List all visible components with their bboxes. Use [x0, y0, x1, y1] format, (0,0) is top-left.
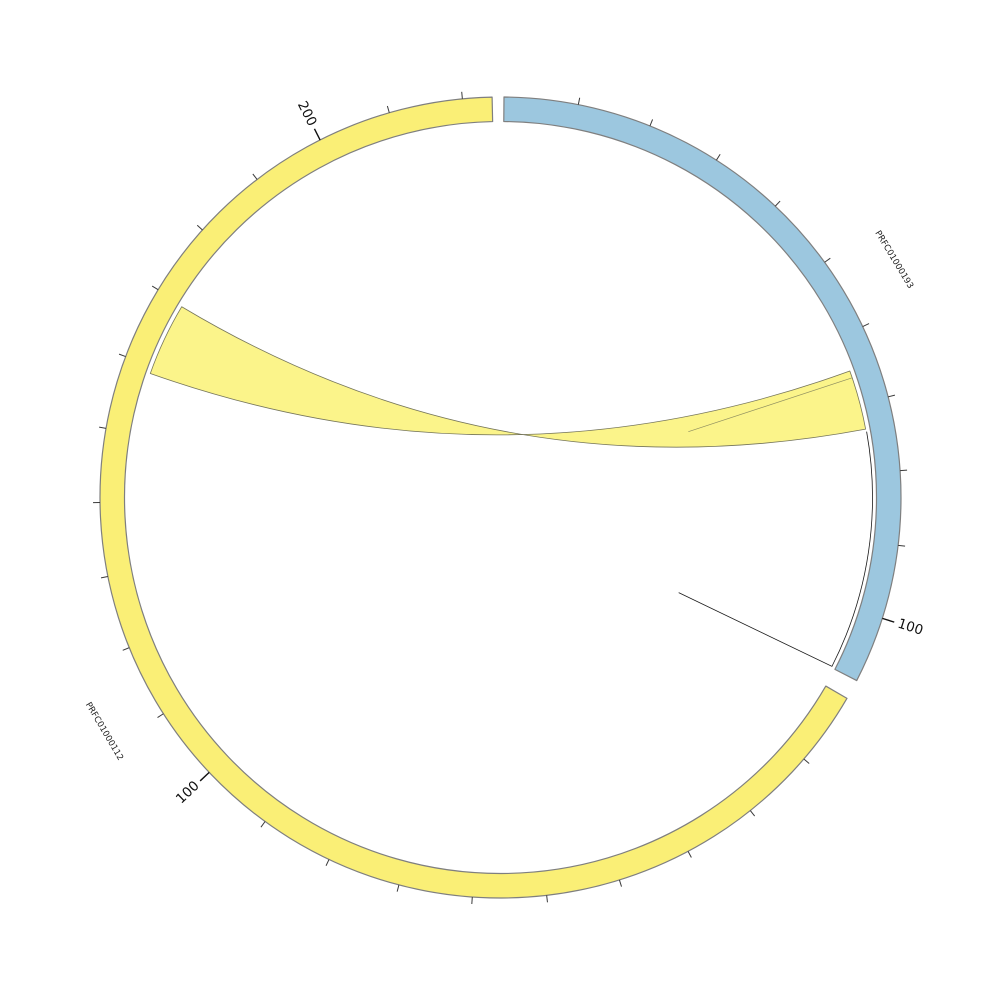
minor-tick-PRFC01000112-130: [100, 575, 108, 579]
major-tick-PRFC01000112-200: [313, 128, 321, 141]
segment-name-label-PRFC01000193: PRFC01000193: [872, 229, 915, 291]
link-ribbon-ribbon-1: [149, 306, 867, 448]
minor-tick-PRFC01000112-210: [386, 105, 390, 113]
tick-label-PRFC01000193-100: 100: [896, 616, 925, 639]
minor-tick-PRFC01000193-70: [888, 394, 896, 398]
minor-tick-PRFC01000112-150: [99, 426, 107, 429]
minor-tick-PRFC01000112-160: [118, 353, 126, 358]
minor-tick-PRFC01000112-50: [546, 895, 548, 903]
minor-tick-PRFC01000112-70: [396, 884, 400, 892]
minor-tick-PRFC01000112-170: [151, 285, 159, 291]
minor-tick-PRFC01000193-40: [774, 200, 781, 207]
major-tick-PRFC01000112-100: [199, 771, 210, 782]
thin-ribbon-inner-edge: [688, 377, 853, 433]
major-tick-PRFC01000193-100: [882, 617, 895, 623]
minor-tick-PRFC01000112-90: [260, 821, 266, 828]
tick-label-PRFC01000112-200: 200: [294, 99, 320, 129]
segment-arc-PRFC01000112: [99, 96, 848, 899]
minor-tick-PRFC01000112-10: [803, 758, 810, 764]
minor-tick-PRFC01000112-110: [157, 713, 164, 718]
thin-link-outline: [678, 431, 873, 667]
minor-tick-PRFC01000193-10: [577, 97, 581, 105]
minor-tick-PRFC01000112-80: [325, 859, 330, 866]
minor-tick-PRFC01000112-20: [749, 810, 756, 817]
minor-tick-PRFC01000193-90: [898, 544, 906, 547]
minor-tick-PRFC01000112-180: [196, 224, 203, 231]
minor-tick-PRFC01000112-120: [122, 647, 130, 651]
minor-tick-PRFC01000193-30: [715, 154, 721, 161]
minor-tick-PRFC01000193-60: [862, 323, 870, 328]
tick-label-PRFC01000112-100: 100: [173, 778, 203, 807]
minor-tick-PRFC01000193-20: [649, 119, 654, 127]
minor-tick-PRFC01000112-40: [618, 879, 622, 887]
minor-tick-PRFC01000112-190: [252, 173, 258, 180]
minor-tick-PRFC01000112-30: [687, 851, 692, 858]
segment-name-label-PRFC01000112: PRFC01000112: [83, 701, 125, 763]
minor-tick-PRFC01000112-220: [461, 91, 463, 99]
minor-tick-PRFC01000193-50: [824, 257, 831, 263]
segment-arc-PRFC01000193: [503, 96, 902, 682]
